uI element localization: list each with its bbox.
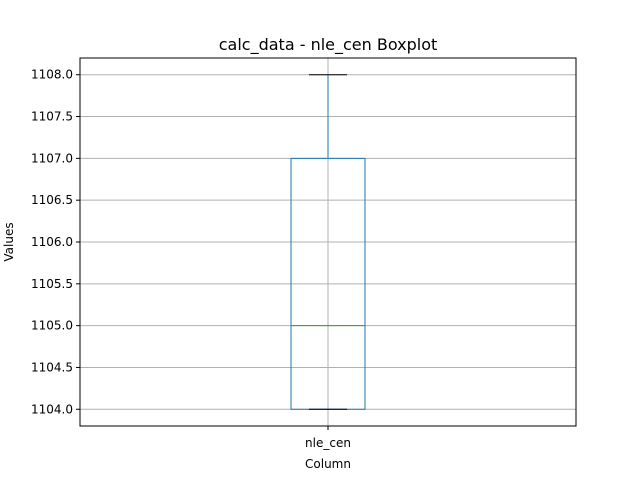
y-tick-label: 1105.5 (31, 277, 73, 291)
y-tick-label: 1107.0 (31, 151, 73, 165)
x-axis-label: Column (305, 457, 351, 471)
axis-ticks: 1104.0 1104.5 1105.0 1105.5 1106.0 1106.5 1107… (31, 68, 351, 450)
chart-title: calc_data - nle_cen Boxplot (219, 35, 438, 55)
y-axis-label: Values (2, 222, 16, 261)
y-tick-label: 1106.5 (31, 193, 73, 207)
y-tick-label: 1108.0 (31, 68, 73, 82)
y-tick-label: 1104.0 (31, 402, 73, 416)
y-tick-label: 1107.5 (31, 110, 73, 124)
y-tick-label: 1106.0 (31, 235, 73, 249)
plot-elements (290, 74, 366, 410)
y-tick-label: 1104.5 (31, 360, 73, 374)
y-tick-label: 1105.0 (31, 319, 73, 333)
x-tick-label: nle_cen (305, 436, 351, 450)
